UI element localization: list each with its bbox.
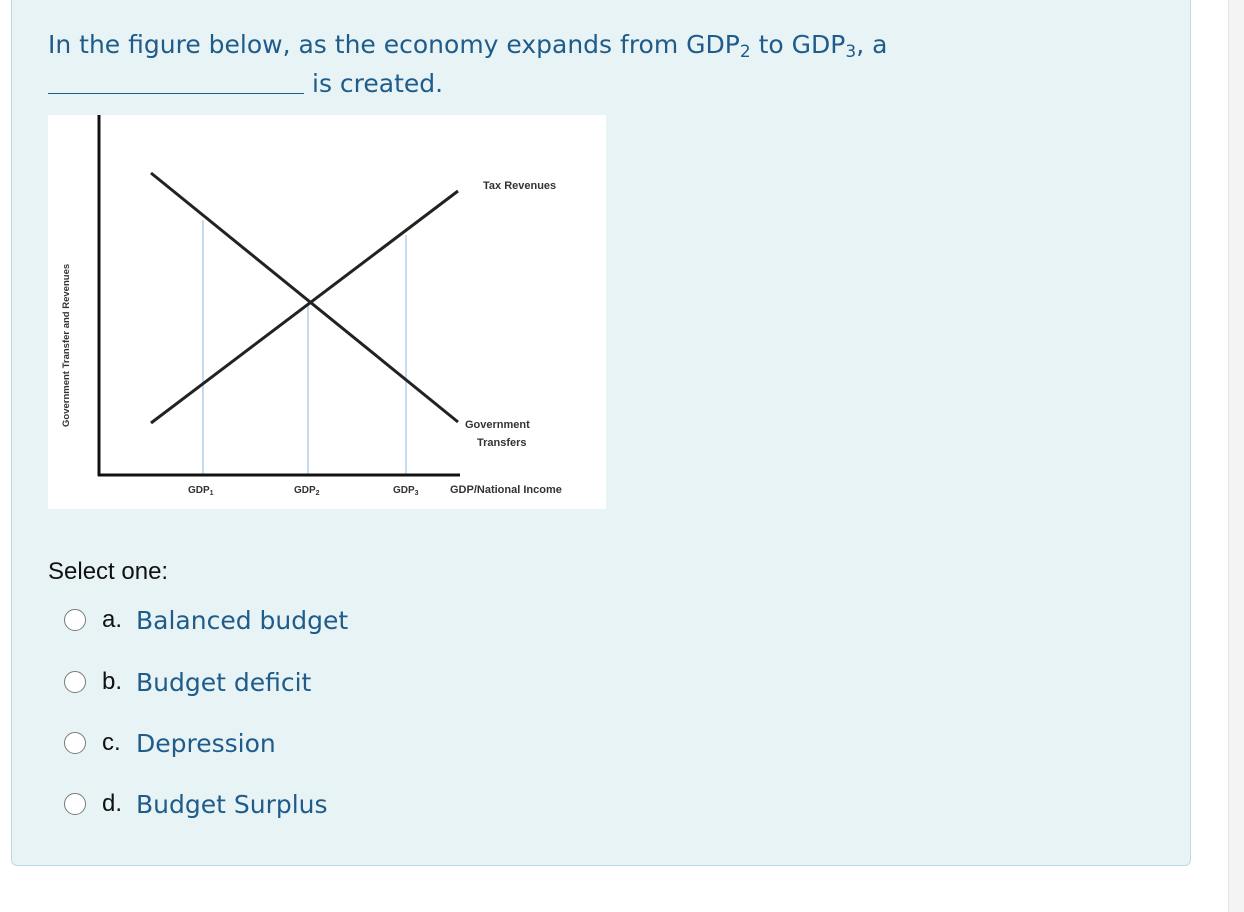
- gdp3-tick-label: GDP3: [393, 485, 419, 497]
- option-letter: c.: [102, 729, 121, 756]
- option-d[interactable]: d. Budget Surplus: [64, 784, 328, 824]
- option-letter: a.: [102, 606, 123, 633]
- gdp1-tick-label: GDP1: [188, 485, 214, 497]
- y-axis-label: Government Transfer and Revenues: [61, 264, 72, 427]
- option-a[interactable]: a. Balanced budget: [64, 600, 348, 640]
- answer-blank: [48, 93, 304, 94]
- radio-button-b[interactable]: [64, 671, 86, 693]
- option-text[interactable]: Balanced budget: [136, 605, 349, 635]
- tax-revenues-label: Tax Revenues: [483, 180, 556, 192]
- government-transfers-label: Government: [465, 419, 530, 431]
- tax-revenues-line: [150, 189, 459, 425]
- option-letter: d.: [102, 790, 123, 817]
- government-transfers-label-2: Transfers: [477, 437, 527, 449]
- option-c[interactable]: c. Depression: [64, 723, 276, 763]
- x-axis-label: GDP/National Income: [450, 484, 562, 496]
- radio-button-c[interactable]: [64, 732, 86, 754]
- gdp2-tick-label: GDP2: [294, 485, 320, 497]
- radio-button-a[interactable]: [64, 609, 86, 631]
- select-one-label: Select one:: [48, 558, 169, 585]
- option-text[interactable]: Depression: [136, 728, 276, 758]
- option-text[interactable]: Budget deficit: [136, 667, 312, 697]
- radio-button-d[interactable]: [64, 793, 86, 815]
- figure-image: Tax Revenues Government Transfers GDP1 G…: [48, 115, 606, 509]
- question-text-line2: is created.: [312, 69, 444, 98]
- page-scrollbar[interactable]: [1228, 0, 1244, 912]
- option-b[interactable]: b. Budget deficit: [64, 662, 311, 702]
- question-text: In the figure below, as the economy expa…: [48, 30, 888, 62]
- government-transfers-line: [150, 171, 459, 424]
- option-text[interactable]: Budget Surplus: [136, 789, 328, 819]
- option-letter: b.: [102, 668, 123, 695]
